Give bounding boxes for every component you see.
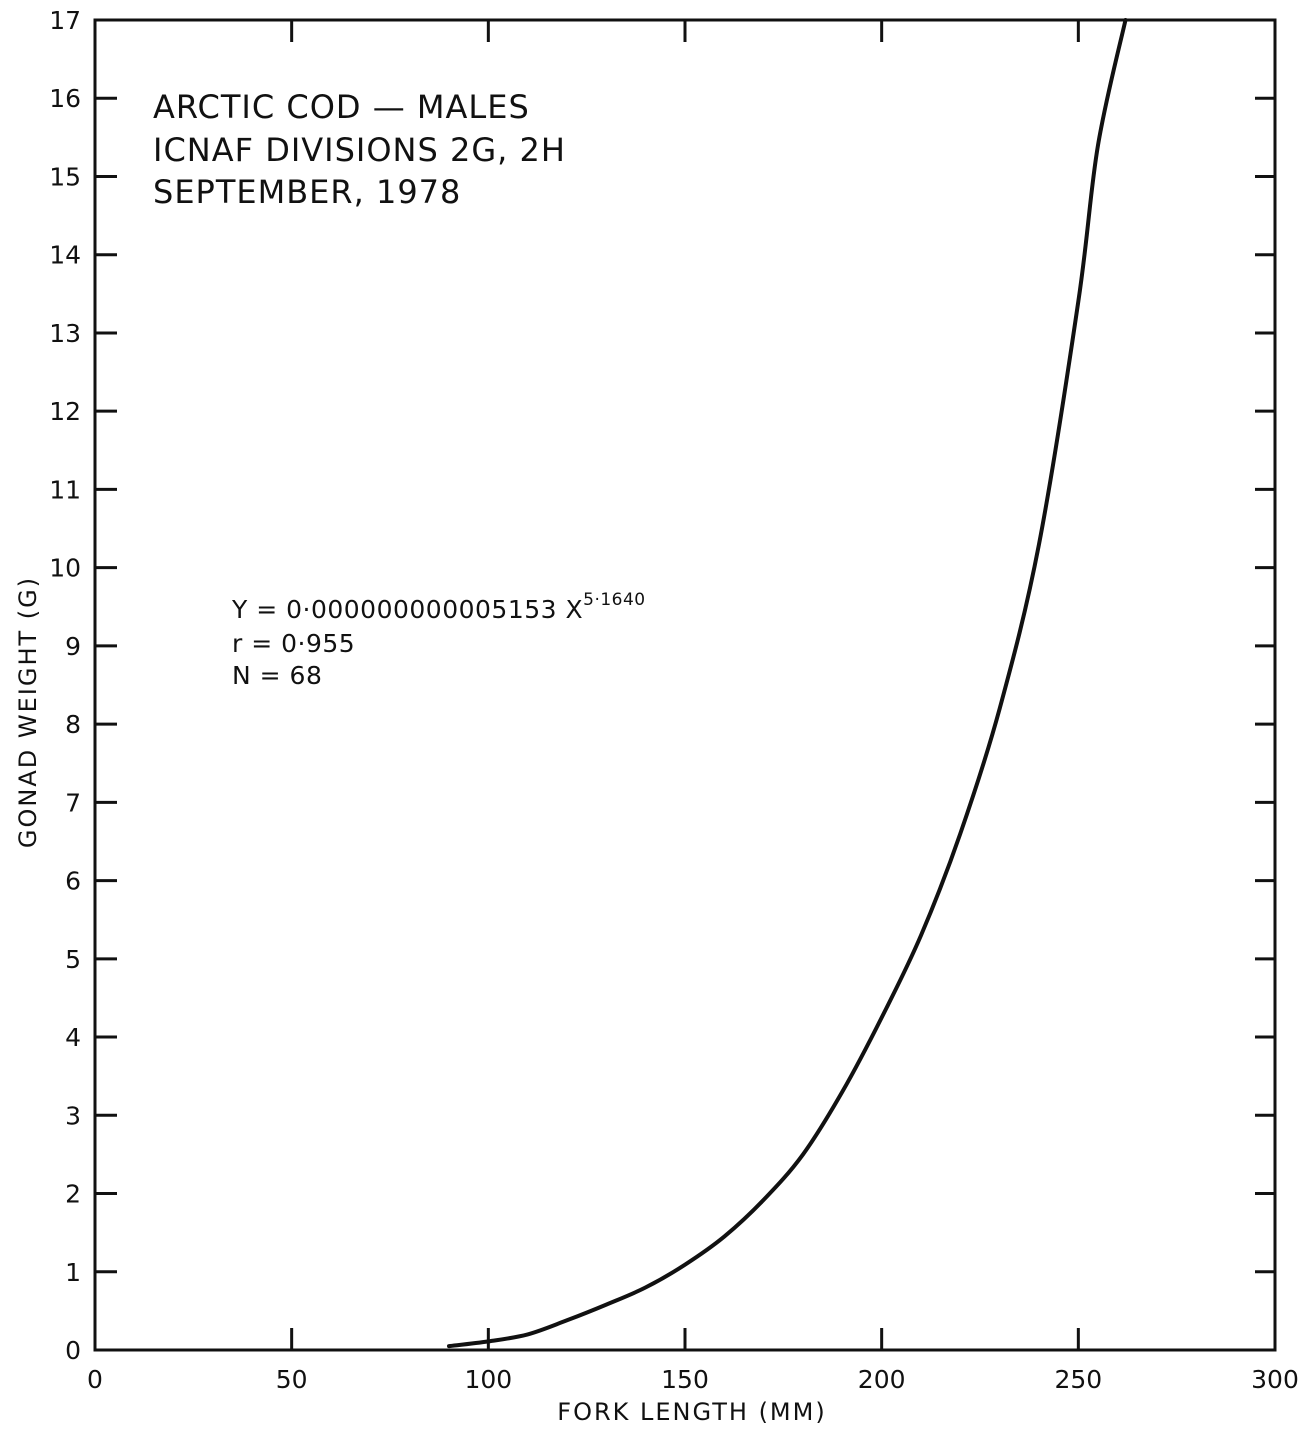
chart-title-line-1: ARCTIC COD — MALES [153,88,530,126]
y-tick-label: 7 [65,788,81,817]
x-axis-ticks [290,20,1080,1350]
equation-line: Y = 0·000000000005153 X5·1640 [231,590,646,624]
y-tick-label: 3 [65,1101,81,1130]
sample-size-line: N = 68 [232,661,322,690]
regression-annotation: Y = 0·000000000005153 X5·1640 r = 0·955 … [231,590,646,690]
correlation-line: r = 0·955 [232,629,355,658]
y-tick-label: 16 [49,84,81,113]
fitted-curve-line [447,18,1128,1349]
x-axis-tick-labels: 0 50 100 150 200 250 300 [87,1365,1299,1394]
y-axis-title: GONAD WEIGHT (G) [14,576,42,848]
x-tick-label: 300 [1251,1365,1299,1394]
chart-title-line-3: SEPTEMBER, 1978 [153,173,461,211]
y-tick-label: 13 [49,319,81,348]
y-tick-label: 15 [49,162,81,191]
equation-exponent: 5·1640 [583,590,645,610]
x-tick-label: 150 [661,1365,709,1394]
y-tick-label: 2 [65,1180,81,1209]
chart-title-block: ARCTIC COD — MALES ICNAF DIVISIONS 2G, 2… [153,88,566,211]
y-tick-label: 5 [65,945,81,974]
x-tick-label: 200 [858,1365,906,1394]
x-tick-label: 100 [464,1365,512,1394]
y-tick-label: 10 [49,554,81,583]
x-tick-label: 0 [87,1365,103,1394]
y-tick-label: 11 [49,475,81,504]
x-tick-label: 250 [1054,1365,1102,1394]
y-tick-label: 14 [49,241,81,270]
y-tick-label: 4 [65,1023,81,1052]
y-tick-label: 8 [65,710,81,739]
y-tick-label: 0 [65,1336,81,1365]
y-tick-label: 9 [65,632,81,661]
y-tick-label: 1 [65,1258,81,1287]
x-axis-title: FORK LENGTH (MM) [557,1398,826,1426]
y-tick-label: 12 [49,397,81,426]
x-tick-label: 50 [276,1365,308,1394]
chart-title-line-2: ICNAF DIVISIONS 2G, 2H [153,131,566,169]
equation-text: Y = 0·000000000005153 X [231,595,583,624]
y-axis-ticks [95,96,1275,1274]
y-tick-label: 17 [49,6,81,35]
y-tick-label: 6 [65,867,81,896]
